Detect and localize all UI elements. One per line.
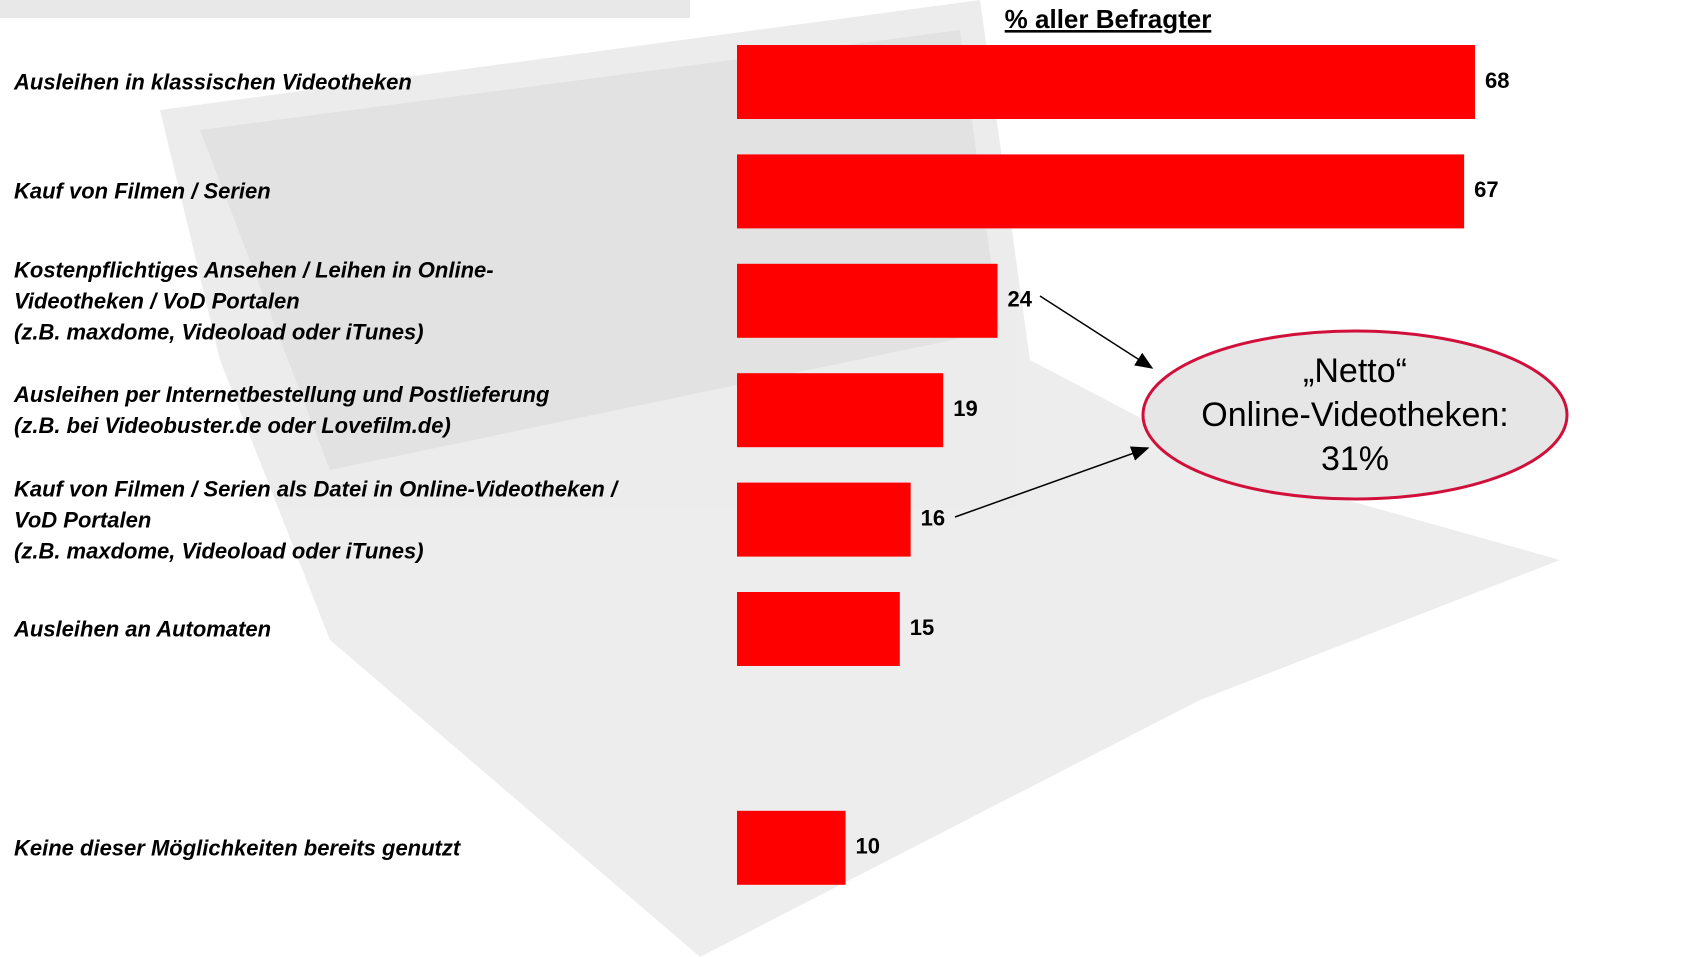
bar (737, 373, 943, 447)
bar (737, 264, 997, 338)
category-label: Kauf von Filmen / Serien als Datei in On… (14, 473, 617, 566)
header: % aller Befragter (1005, 4, 1212, 34)
value-label: 24 (1007, 287, 1032, 312)
top-band (0, 0, 690, 18)
value-label: 67 (1474, 177, 1498, 202)
category-label: Kauf von Filmen / Serien (14, 176, 271, 207)
category-label: Keine dieser Möglichkeiten bereits genut… (14, 832, 460, 863)
value-label: 10 (856, 834, 880, 859)
category-label: Ausleihen an Automaten (14, 614, 271, 645)
value-label: 16 (921, 505, 945, 530)
category-label: Kostenpflichtiges Ansehen / Leihen in On… (14, 254, 494, 347)
value-label: 68 (1485, 68, 1509, 93)
category-label: Ausleihen in klassischen Videotheken (14, 67, 412, 98)
bar (737, 154, 1464, 228)
bar (737, 483, 911, 557)
page: % aller Befragter 68 67 24 19 16 15 10 „Netto“… (0, 0, 1701, 957)
annotation: „Netto“ Online-Videotheken: 31% (1145, 332, 1565, 498)
value-label: 15 (910, 615, 934, 640)
bar (737, 592, 900, 666)
bar (737, 45, 1475, 119)
bar (737, 811, 846, 885)
arrow (1040, 296, 1152, 368)
category-label: Ausleihen per Internetbestellung und Pos… (14, 379, 549, 441)
value-label: 19 (953, 396, 977, 421)
